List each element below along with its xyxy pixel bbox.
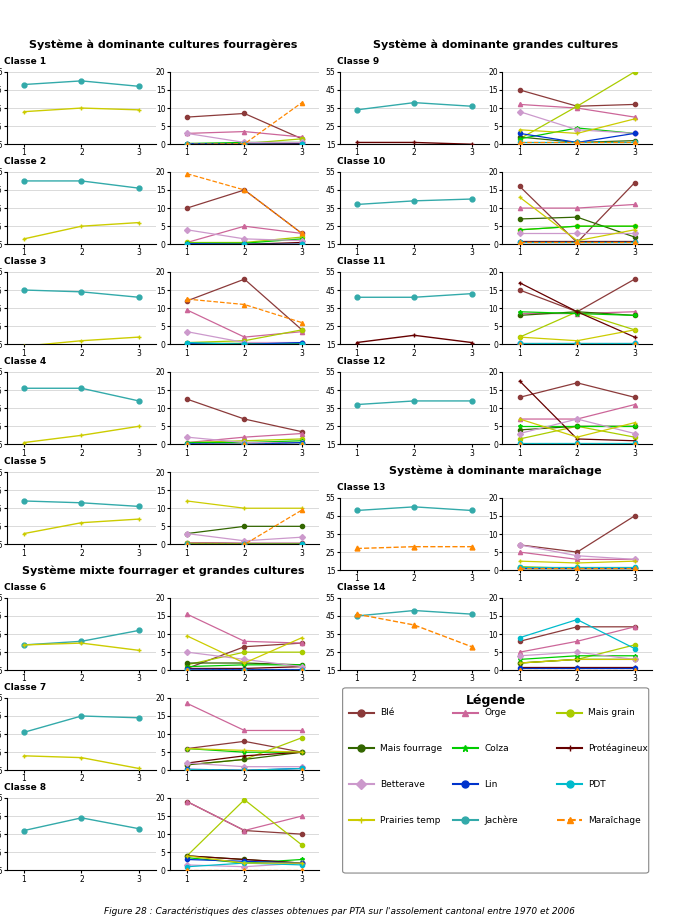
Text: Jachère: Jachère xyxy=(484,815,518,825)
Text: Légende: Légende xyxy=(466,694,526,706)
Text: Classe 6: Classe 6 xyxy=(4,583,46,592)
Text: Classe 3: Classe 3 xyxy=(4,257,46,266)
Text: Classe 10: Classe 10 xyxy=(337,157,385,166)
Text: Mais grain: Mais grain xyxy=(588,708,635,717)
Text: Betterave: Betterave xyxy=(380,780,425,788)
Text: Orge: Orge xyxy=(484,708,507,717)
Text: Prairies temp: Prairies temp xyxy=(380,816,441,824)
Text: Système à dominante cultures fourragères: Système à dominante cultures fourragères xyxy=(29,40,297,51)
Text: Classe 5: Classe 5 xyxy=(4,457,46,466)
Text: Système à dominante grandes cultures: Système à dominante grandes cultures xyxy=(373,40,619,51)
Text: Classe 7: Classe 7 xyxy=(4,683,46,692)
Text: Classe 12: Classe 12 xyxy=(337,357,385,367)
Text: Colza: Colza xyxy=(484,744,509,753)
Text: Classe 9: Classe 9 xyxy=(337,57,379,66)
Text: Blé: Blé xyxy=(380,708,394,717)
Text: Classe 11: Classe 11 xyxy=(337,257,385,266)
Text: Lin: Lin xyxy=(484,780,498,788)
Text: Maraîchage: Maraîchage xyxy=(588,816,641,824)
Text: PDT: PDT xyxy=(588,780,606,788)
Text: Système à dominante maraîchage: Système à dominante maraîchage xyxy=(389,466,602,476)
Text: Classe 13: Classe 13 xyxy=(337,483,385,492)
Text: Classe 14: Classe 14 xyxy=(337,583,385,592)
Text: Mais fourrage: Mais fourrage xyxy=(380,744,442,753)
Text: Classe 4: Classe 4 xyxy=(4,357,46,367)
Text: Classe 8: Classe 8 xyxy=(4,783,46,792)
Text: Classe 2: Classe 2 xyxy=(4,157,46,166)
Text: Protéagineux: Protéagineux xyxy=(588,744,648,753)
FancyBboxPatch shape xyxy=(343,688,648,873)
Text: Classe 1: Classe 1 xyxy=(4,57,46,66)
Text: Système mixte fourrager et grandes cultures: Système mixte fourrager et grandes cultu… xyxy=(22,565,304,577)
Text: Figure 28 : Caractéristiques des classes obtenues par PTA sur l'assolement canto: Figure 28 : Caractéristiques des classes… xyxy=(104,907,575,916)
